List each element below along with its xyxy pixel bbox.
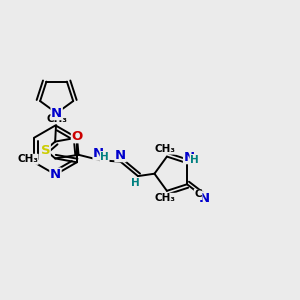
Text: N: N [93,147,104,160]
Text: N: N [184,151,195,164]
Text: CH₃: CH₃ [155,193,176,203]
Text: N: N [199,192,210,205]
Text: CH₃: CH₃ [17,154,38,164]
Text: N: N [115,148,126,162]
Text: N: N [50,168,61,181]
Text: S: S [40,143,50,157]
Text: N: N [51,106,62,120]
Text: H: H [190,154,199,164]
Text: CH₃: CH₃ [155,144,176,154]
Text: CH₃: CH₃ [46,114,68,124]
Text: O: O [71,130,83,143]
Text: C: C [194,190,202,200]
Text: H: H [100,152,109,162]
Text: H: H [131,178,140,188]
